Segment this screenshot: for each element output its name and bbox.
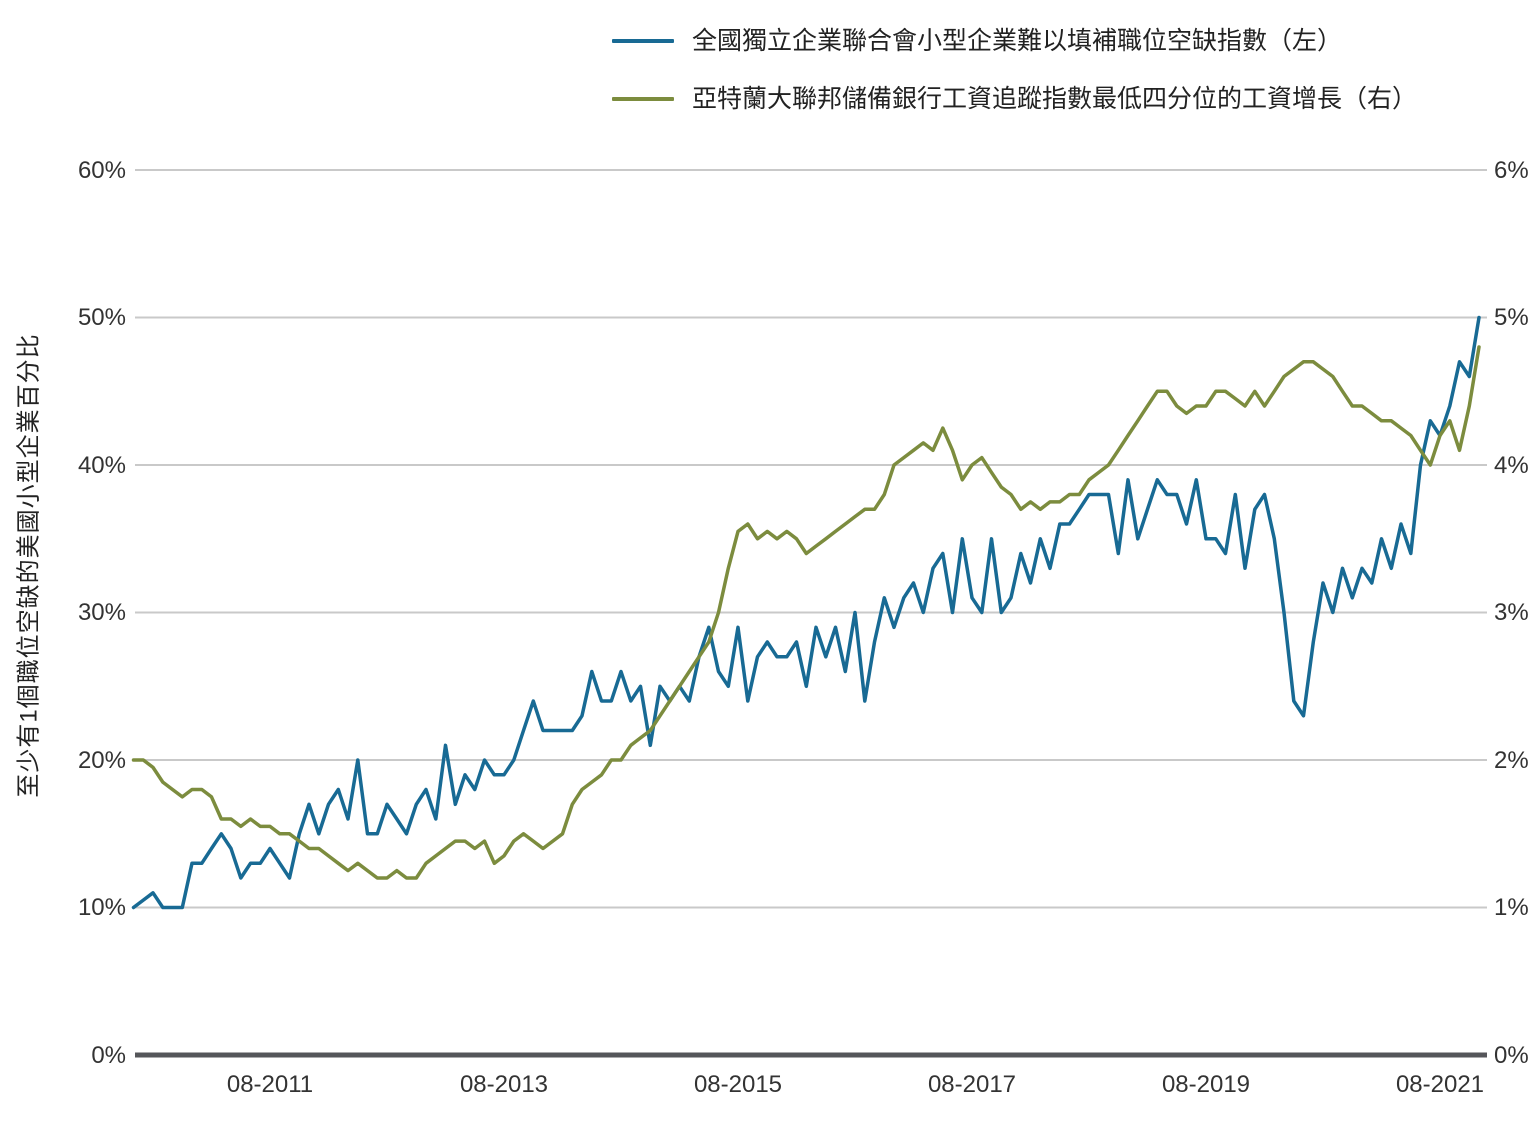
- legend-label-wage: 亞特蘭大聯邦儲備銀行工資追蹤指數最低四分位的工資增長（右）: [692, 85, 1418, 113]
- right-tick-5: 5%: [1494, 304, 1529, 331]
- x-tick-2013: 08-2013: [459, 1071, 549, 1098]
- left-tick-30: 30%: [77, 599, 126, 626]
- x-tick-2011: 08-2011: [226, 1071, 314, 1098]
- left-tick-20: 20%: [77, 747, 126, 774]
- left-tick-10: 10%: [77, 894, 126, 921]
- right-tick-1: 1%: [1494, 894, 1529, 921]
- legend-item-wage: 亞特蘭大聯邦儲備銀行工資追蹤指數最低四分位的工資增長（右）: [612, 80, 1417, 118]
- nfib-line-swatch-icon: [612, 39, 674, 43]
- x-tick-2017: 08-2017: [927, 1071, 1017, 1098]
- wage-line-swatch-icon: [612, 97, 674, 101]
- right-tick-6: 6%: [1494, 157, 1529, 184]
- right-tick-2: 2%: [1494, 747, 1529, 774]
- left-tick-0: 0%: [91, 1042, 126, 1069]
- left-tick-60: 60%: [77, 157, 126, 184]
- left-tick-40: 40%: [77, 452, 126, 479]
- x-tick-2021: 08-2021: [1395, 1071, 1485, 1098]
- right-tick-3: 3%: [1494, 599, 1529, 626]
- right-tick-0: 0%: [1494, 1042, 1529, 1069]
- x-tick-2019: 08-2019: [1161, 1071, 1251, 1098]
- legend: 全國獨立企業聯合會小型企業難以填補職位空缺指數（左） 亞特蘭大聯邦儲備銀行工資追…: [612, 22, 1417, 138]
- left-tick-50: 50%: [77, 304, 126, 331]
- legend-item-nfib: 全國獨立企業聯合會小型企業難以填補職位空缺指數（左）: [612, 22, 1417, 60]
- legend-label-nfib: 全國獨立企業聯合會小型企業難以填補職位空缺指數（左）: [692, 27, 1343, 55]
- right-tick-4: 4%: [1494, 452, 1529, 479]
- x-tick-2015: 08-2015: [693, 1071, 783, 1098]
